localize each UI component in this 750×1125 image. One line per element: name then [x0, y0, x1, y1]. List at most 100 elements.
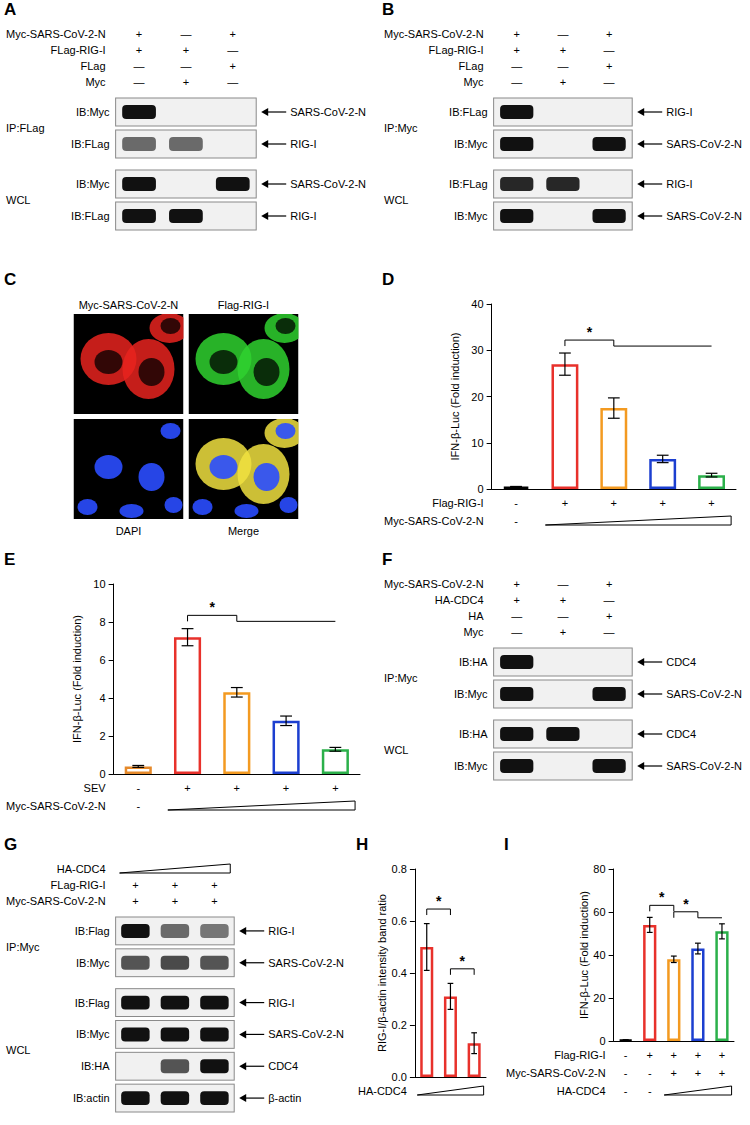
svg-text:HA-CDC4: HA-CDC4: [557, 1085, 606, 1097]
svg-text:-: -: [514, 497, 518, 509]
svg-text:IP:Myc: IP:Myc: [6, 941, 40, 953]
svg-text:Myc-SARS-CoV-2-N: Myc-SARS-CoV-2-N: [6, 895, 106, 907]
svg-text:*: *: [683, 896, 689, 912]
svg-text:+: +: [183, 76, 189, 88]
svg-text:SARS-CoV-2-N: SARS-CoV-2-N: [666, 688, 742, 700]
svg-text:RIG-I: RIG-I: [666, 106, 692, 118]
svg-text:+: +: [560, 626, 566, 638]
svg-text:IB:Myc: IB:Myc: [454, 760, 488, 772]
svg-text:IFN-β-Luc (Fold induction): IFN-β-Luc (Fold induction): [578, 891, 590, 1019]
svg-text:—: —: [557, 28, 568, 40]
svg-text:+: +: [332, 782, 338, 794]
svg-text:+: +: [659, 497, 665, 509]
svg-text:Myc-SARS-CoV-2-N: Myc-SARS-CoV-2-N: [384, 515, 484, 527]
svg-text:-: -: [136, 800, 140, 812]
svg-text:Merge: Merge: [228, 525, 259, 537]
svg-text:40: 40: [593, 949, 605, 961]
svg-text:+: +: [671, 1049, 677, 1061]
svg-text:+: +: [695, 1067, 701, 1079]
svg-text:6: 6: [99, 654, 105, 666]
svg-text:Flag-RIG-I: Flag-RIG-I: [218, 299, 269, 311]
svg-text:DAPI: DAPI: [116, 525, 142, 537]
svg-text:+: +: [671, 1067, 677, 1079]
svg-text:WCL: WCL: [384, 744, 408, 756]
svg-text:SARS-CoV-2-N: SARS-CoV-2-N: [290, 178, 366, 190]
svg-text:+: +: [132, 879, 138, 891]
svg-text:+: +: [606, 610, 612, 622]
svg-text:Myc-SARS-CoV-2-N: Myc-SARS-CoV-2-N: [506, 1067, 606, 1079]
svg-text:Myc: Myc: [463, 76, 484, 88]
svg-text:FLag: FLag: [459, 60, 484, 72]
svg-text:-: -: [648, 1067, 652, 1079]
svg-text:RIG-I: RIG-I: [268, 997, 294, 1009]
svg-text:-: -: [514, 515, 518, 527]
svg-text:SARS-CoV-2-N: SARS-CoV-2-N: [666, 138, 742, 150]
svg-text:80: 80: [593, 863, 605, 875]
svg-text:Myc-SARS-CoV-2-N: Myc-SARS-CoV-2-N: [6, 800, 106, 812]
svg-text:—: —: [134, 76, 145, 88]
svg-text:-: -: [136, 782, 140, 794]
svg-text:SARS-CoV-2-N: SARS-CoV-2-N: [666, 210, 742, 222]
svg-text:IP:Myc: IP:Myc: [384, 122, 418, 134]
svg-text:RIG-I: RIG-I: [268, 925, 294, 937]
svg-text:FLag: FLag: [81, 60, 106, 72]
svg-text:Myc: Myc: [463, 626, 484, 638]
svg-text:+: +: [695, 1049, 701, 1061]
svg-text:Myc-SARS-CoV-2-N: Myc-SARS-CoV-2-N: [6, 28, 106, 40]
svg-text:HA-CDC4: HA-CDC4: [358, 1085, 407, 1097]
svg-text:0: 0: [599, 1035, 605, 1047]
svg-text:WCL: WCL: [6, 1044, 30, 1056]
svg-text:—: —: [511, 626, 522, 638]
svg-text:+: +: [514, 28, 520, 40]
svg-text:CDC4: CDC4: [666, 728, 696, 740]
svg-text:-: -: [624, 1049, 628, 1061]
svg-text:—: —: [227, 76, 238, 88]
svg-text:—: —: [604, 76, 615, 88]
svg-text:0.8: 0.8: [392, 863, 407, 875]
svg-text:+: +: [211, 895, 217, 907]
svg-text:IB:Myc: IB:Myc: [454, 210, 488, 222]
svg-text:+: +: [211, 879, 217, 891]
svg-text:IB:Myc: IB:Myc: [76, 1028, 110, 1040]
svg-text:HA: HA: [468, 610, 484, 622]
svg-text:0.0: 0.0: [392, 1071, 407, 1083]
svg-text:+: +: [132, 895, 138, 907]
svg-text:+: +: [708, 497, 714, 509]
svg-text:FLag-RIG-I: FLag-RIG-I: [429, 44, 484, 56]
svg-text:+: +: [136, 28, 142, 40]
svg-text:+: +: [172, 895, 178, 907]
svg-text:RIG-I/β-actin intensity band r: RIG-I/β-actin intensity band ratio: [376, 894, 388, 1052]
svg-text:10: 10: [471, 437, 483, 449]
svg-text:*: *: [460, 953, 466, 969]
svg-text:+: +: [230, 60, 236, 72]
svg-text:Flag-RIG-I: Flag-RIG-I: [554, 1049, 605, 1061]
svg-text:RIG-I: RIG-I: [290, 138, 316, 150]
svg-text:+: +: [283, 782, 289, 794]
svg-text:*: *: [209, 599, 215, 615]
svg-text:+: +: [514, 44, 520, 56]
svg-text:IB:Myc: IB:Myc: [76, 957, 110, 969]
svg-text:*: *: [587, 324, 593, 340]
svg-text:+: +: [611, 497, 617, 509]
svg-text:Myc-SARS-CoV-2-N: Myc-SARS-CoV-2-N: [384, 578, 484, 590]
svg-text:+: +: [560, 76, 566, 88]
svg-text:+: +: [606, 578, 612, 590]
svg-text:Myc-SARS-CoV-2-N: Myc-SARS-CoV-2-N: [384, 28, 484, 40]
svg-text:+: +: [562, 497, 568, 509]
svg-text:+: +: [719, 1067, 725, 1079]
svg-text:—: —: [604, 626, 615, 638]
svg-text:—: —: [511, 60, 522, 72]
svg-text:—: —: [604, 594, 615, 606]
svg-text:—: —: [511, 610, 522, 622]
svg-text:IB:Myc: IB:Myc: [76, 106, 110, 118]
svg-text:IB:Flag: IB:Flag: [75, 997, 110, 1009]
svg-text:30: 30: [471, 344, 483, 356]
svg-text:RIG-I: RIG-I: [666, 178, 692, 190]
svg-text:WCL: WCL: [6, 194, 30, 206]
svg-text:+: +: [560, 594, 566, 606]
svg-text:+: +: [514, 594, 520, 606]
svg-text:—: —: [227, 44, 238, 56]
svg-text:-: -: [624, 1085, 628, 1097]
svg-text:—: —: [557, 578, 568, 590]
svg-text:—: —: [557, 610, 568, 622]
